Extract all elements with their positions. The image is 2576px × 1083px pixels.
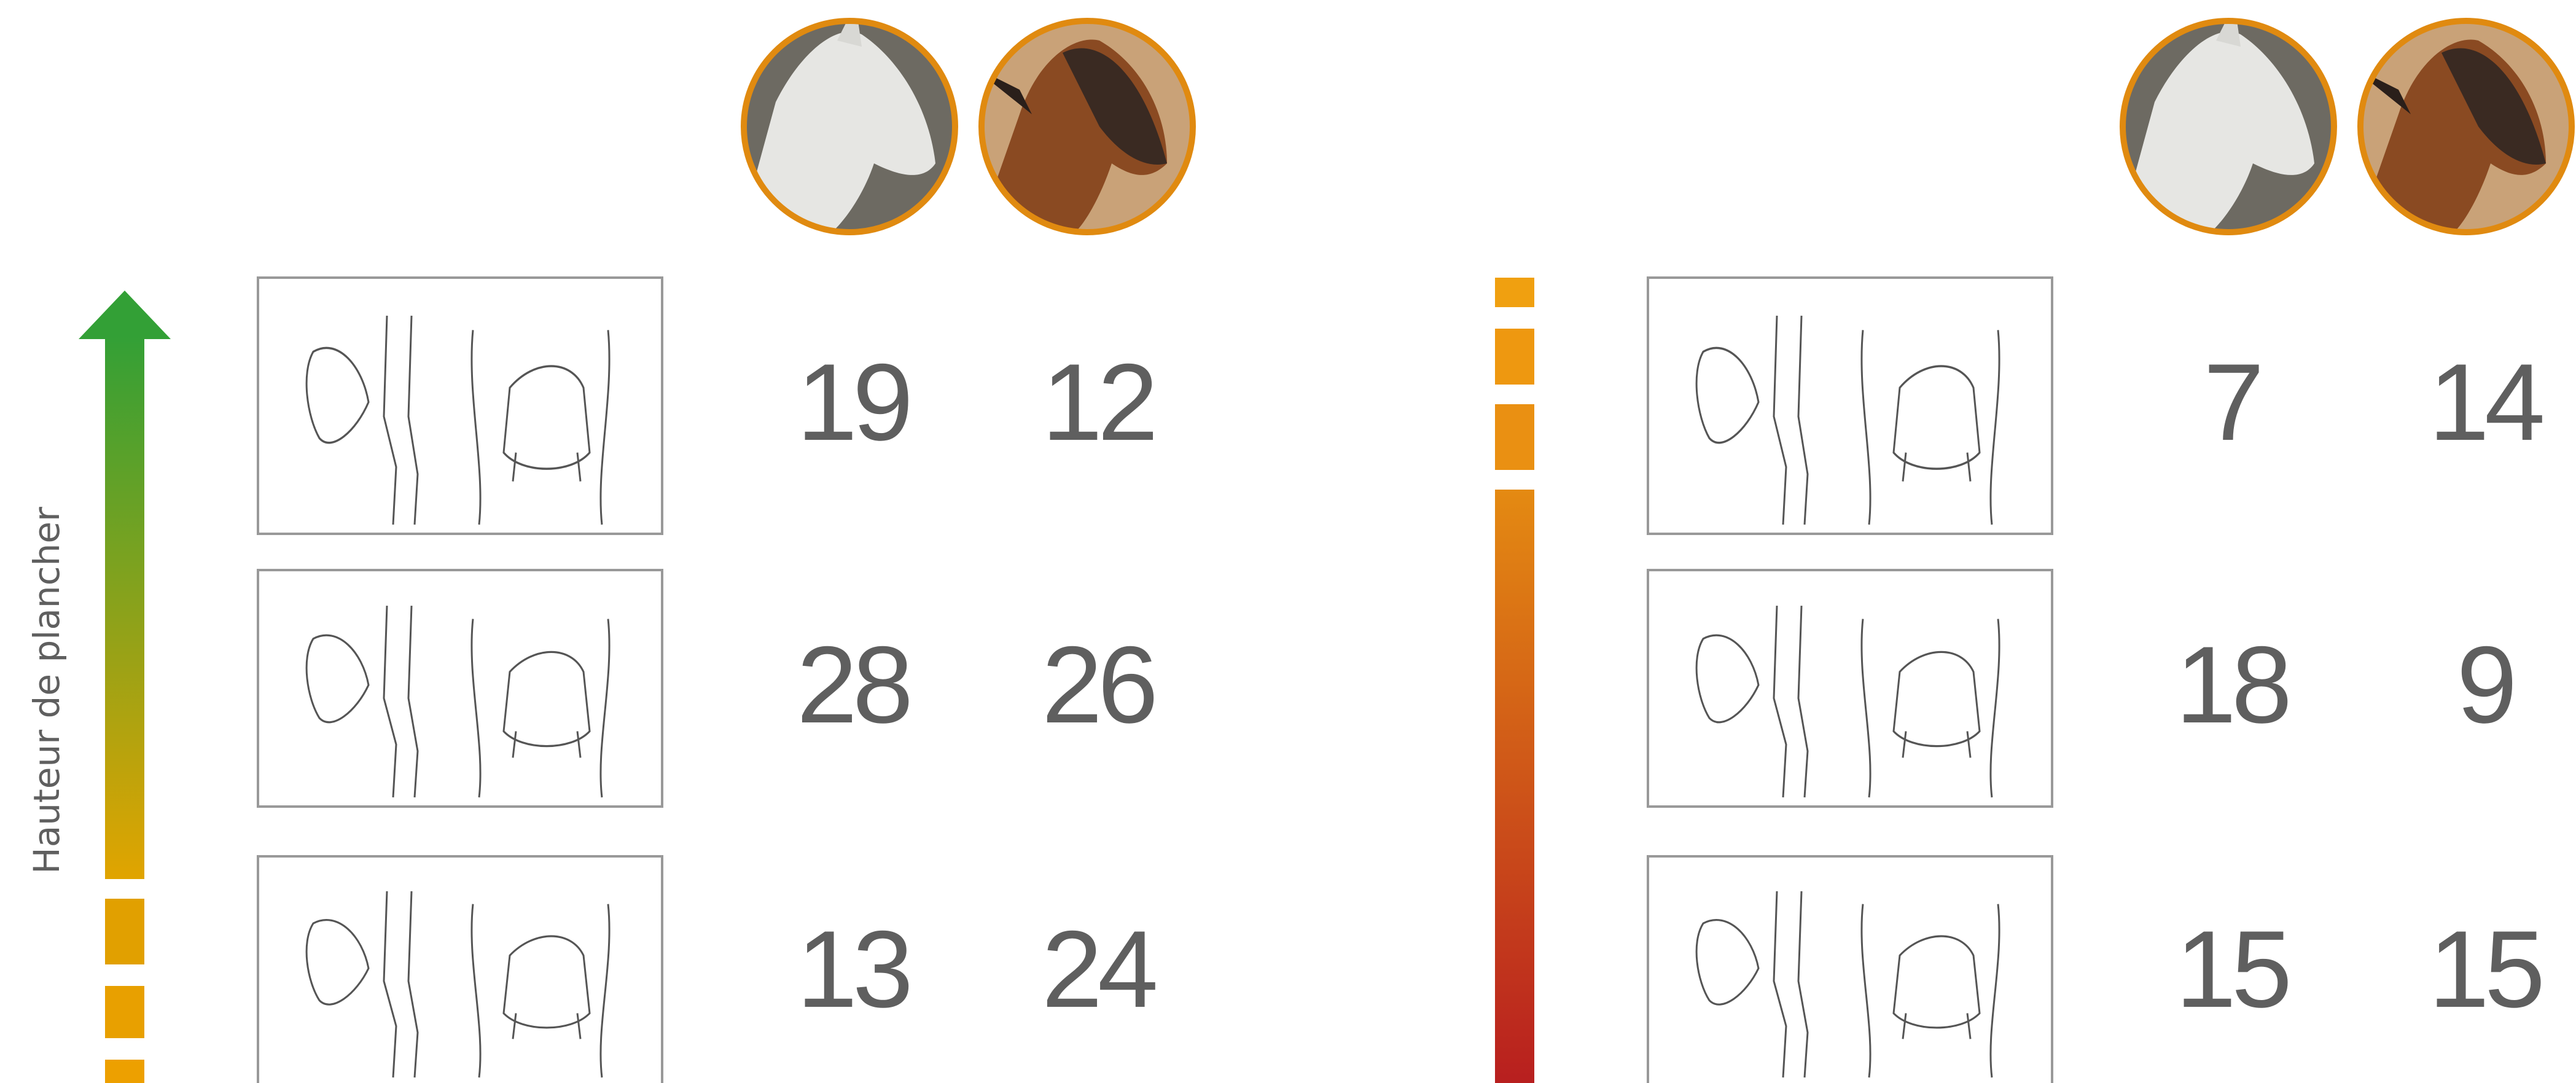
bar: [1495, 490, 1534, 1083]
goat-photo: [2349, 16, 2576, 237]
goat-photo: [970, 16, 1198, 237]
count: 26: [1042, 624, 1154, 746]
count: 15: [2176, 908, 2288, 1030]
dash: [105, 899, 144, 964]
count: 12: [1042, 341, 1153, 463]
dash: [105, 1060, 144, 1083]
count: 18: [2176, 624, 2288, 746]
goat-photo: [739, 4, 960, 237]
photo: [970, 16, 1198, 237]
count: 9: [2457, 624, 2513, 746]
count: 7: [2204, 341, 2260, 463]
arrow-head: [79, 291, 171, 339]
dash: [1495, 329, 1534, 385]
dash: [1495, 278, 1534, 307]
page: Hauteur de plancher 19 12 28 26 13 24 7 14 18 9 15…: [0, 0, 2576, 1083]
content: 19 12 28 26 13 24 7 14 18 9 15 15: [258, 4, 2576, 1083]
arrow-shaft: [105, 337, 144, 879]
count: 24: [1042, 908, 1155, 1030]
count: 14: [2429, 341, 2542, 463]
count: 15: [2429, 908, 2541, 1030]
infographic: Hauteur de plancher 19 12 28 26 13 24 7 14 18 9 15…: [0, 0, 2576, 1083]
axis-label: Hauteur de plancher: [26, 507, 68, 874]
count: 28: [797, 624, 909, 746]
dash: [105, 986, 144, 1038]
count: 13: [797, 908, 909, 1030]
count: 19: [797, 341, 908, 463]
dash: [1495, 404, 1534, 470]
goat-photo: [2118, 4, 2339, 237]
